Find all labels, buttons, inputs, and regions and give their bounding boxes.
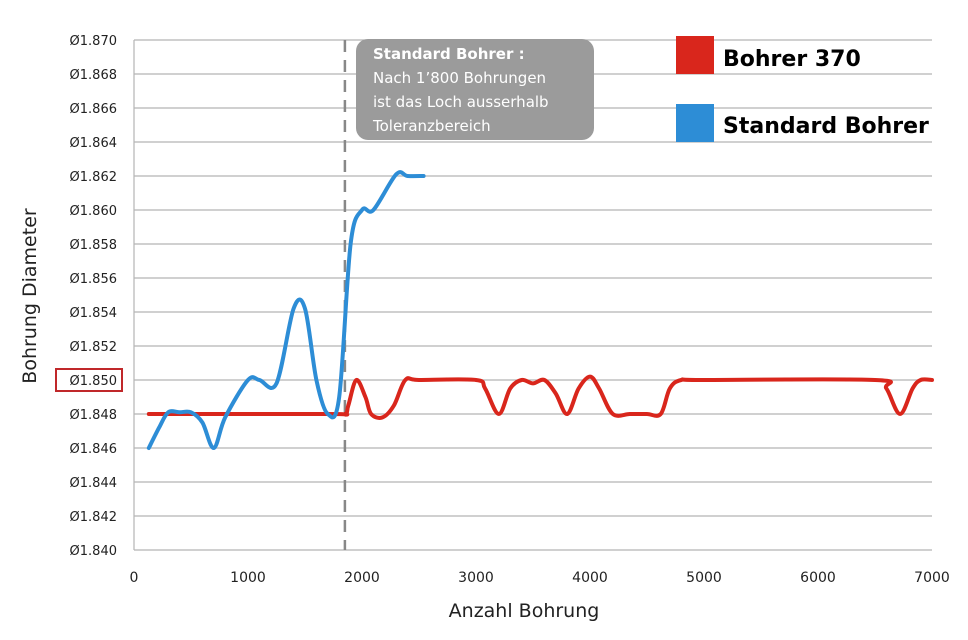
x-tick-label: 5000 <box>686 570 722 586</box>
x-tick-label: 6000 <box>800 570 836 586</box>
y-tick-label: Ø1.840 <box>70 544 117 559</box>
series-line-standard-bohrer <box>146 170 426 450</box>
legend-swatch-bohrer-370 <box>676 36 714 74</box>
highlighted-tick-box <box>55 368 123 392</box>
x-axis-title: Anzahl Bohrung <box>449 600 600 622</box>
y-tick-label: Ø1.852 <box>70 340 117 355</box>
y-tick-label: Ø1.866 <box>70 102 117 117</box>
annotation-line-2: ist das Loch ausserhalb <box>373 93 549 111</box>
y-axis-ticks: Ø1.840 Ø1.842 Ø1.844 Ø1.846 Ø1.848 Ø1.850 Ø1.8… <box>55 34 123 559</box>
y-tick-label: Ø1.848 <box>70 408 117 423</box>
annotation-line-3: Toleranzbereich <box>372 117 491 135</box>
y-tick-label: Ø1.846 <box>70 442 117 457</box>
series-line-bohrer-370 <box>146 374 934 420</box>
y-tick-label: Ø1.868 <box>70 68 117 83</box>
series-lines <box>146 170 934 450</box>
y-tick-label: Ø1.844 <box>70 476 117 491</box>
y-tick-label: Ø1.842 <box>70 510 117 525</box>
y-tick-label: Ø1.854 <box>70 306 117 321</box>
x-tick-label: 0 <box>130 570 139 586</box>
x-tick-label: 3000 <box>458 570 494 586</box>
y-axis-title: Bohrung Diameter <box>19 208 41 384</box>
x-tick-label: 2000 <box>344 570 380 586</box>
x-axis-ticks: 0 1000 2000 3000 4000 5000 6000 7000 <box>130 570 950 586</box>
y-tick-label: Ø1.850 <box>70 374 117 389</box>
y-tick-label: Ø1.858 <box>70 238 117 253</box>
legend-label-standard-bohrer: Standard Bohrer <box>723 114 929 139</box>
x-tick-label: 4000 <box>572 570 608 586</box>
y-tick-label: Ø1.860 <box>70 204 117 219</box>
y-tick-label: Ø1.864 <box>70 136 117 151</box>
annotation-line-1: Nach 1’800 Bohrungen <box>373 69 546 87</box>
legend: Bohrer 370 Standard Bohrer <box>676 36 929 142</box>
y-tick-label: Ø1.856 <box>70 272 117 287</box>
legend-swatch-standard-bohrer <box>676 104 714 142</box>
x-tick-label: 7000 <box>914 570 950 586</box>
y-tick-label: Ø1.862 <box>70 170 117 185</box>
annotation-title: Standard Bohrer : <box>373 45 525 63</box>
y-tick-label: Ø1.870 <box>70 34 117 49</box>
x-tick-label: 1000 <box>230 570 266 586</box>
legend-label-bohrer-370: Bohrer 370 <box>723 47 861 72</box>
annotation-box: Standard Bohrer : Nach 1’800 Bohrungen i… <box>356 39 594 140</box>
